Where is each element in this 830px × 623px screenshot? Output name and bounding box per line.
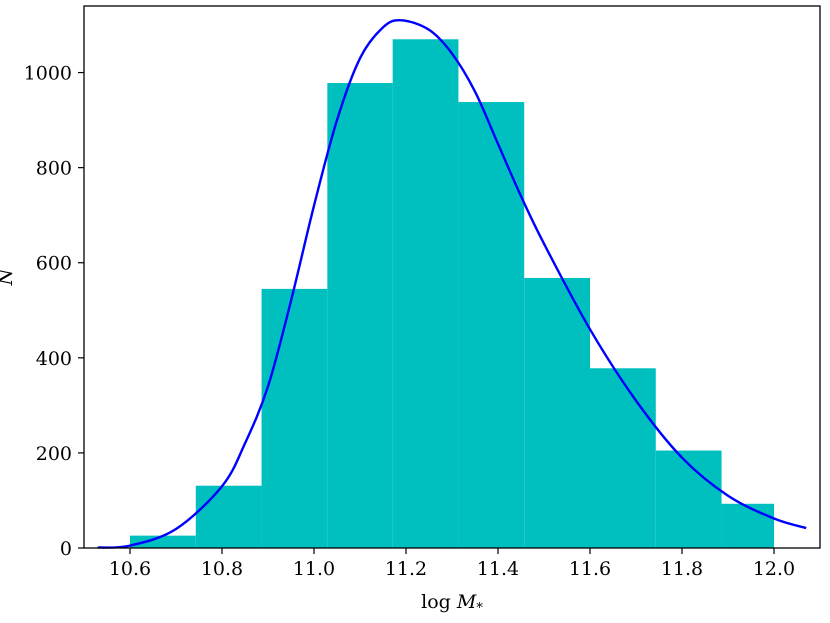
x-tick-label: 11.0 — [293, 558, 335, 580]
y-axis-label: N — [0, 267, 17, 286]
y-tick-label: 800 — [36, 158, 72, 180]
histogram-bar — [590, 368, 656, 548]
histogram-bar — [721, 503, 774, 548]
fit-curve — [97, 18, 807, 549]
y-axis-ticks: 0 200 400 600 800 1000 — [24, 63, 84, 560]
histogram-bar — [130, 535, 196, 548]
y-tick-label: 200 — [36, 443, 72, 465]
y-tick-label: 600 — [36, 253, 72, 275]
y-tick-label: 0 — [60, 538, 72, 560]
x-axis-ticks: 10.6 10.8 11.0 11.2 11.4 11.6 11.8 12.0 — [109, 548, 795, 580]
histogram-bar — [458, 102, 525, 548]
x-tick-label: 12.0 — [753, 558, 795, 580]
histogram-bar — [261, 288, 328, 548]
x-tick-label: 10.8 — [201, 558, 243, 580]
histogram-bar — [327, 83, 393, 548]
histogram-bar — [655, 450, 722, 548]
x-tick-label: 10.6 — [109, 558, 151, 580]
histogram-bar — [392, 39, 459, 548]
x-axis-label: log M* — [421, 591, 483, 616]
x-tick-label: 11.8 — [661, 558, 703, 580]
histogram-bar — [524, 277, 590, 548]
x-tick-label: 11.4 — [477, 558, 519, 580]
x-tick-label: 11.6 — [569, 558, 611, 580]
y-tick-label: 1000 — [24, 63, 72, 85]
histogram-bars — [130, 39, 774, 548]
plot-frame — [83, 5, 821, 549]
histogram-bar — [195, 485, 262, 548]
y-tick-label: 400 — [36, 348, 72, 370]
x-tick-label: 11.2 — [385, 558, 427, 580]
